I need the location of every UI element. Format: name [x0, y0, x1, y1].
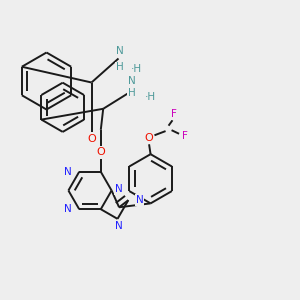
- Text: ·H: ·H: [131, 64, 142, 74]
- Text: H: H: [116, 62, 124, 73]
- Text: O: O: [96, 147, 105, 157]
- Text: H: H: [128, 88, 136, 98]
- Text: N: N: [115, 221, 123, 231]
- Text: F: F: [182, 131, 188, 141]
- Text: O: O: [145, 133, 153, 143]
- Text: N: N: [115, 184, 123, 194]
- Text: O: O: [87, 134, 96, 145]
- Text: N: N: [116, 46, 124, 56]
- Text: ·H: ·H: [145, 92, 156, 102]
- Text: N: N: [64, 167, 72, 177]
- Text: N: N: [64, 204, 72, 214]
- Text: N: N: [128, 76, 136, 86]
- Text: N: N: [136, 195, 144, 205]
- Text: F: F: [171, 109, 177, 119]
